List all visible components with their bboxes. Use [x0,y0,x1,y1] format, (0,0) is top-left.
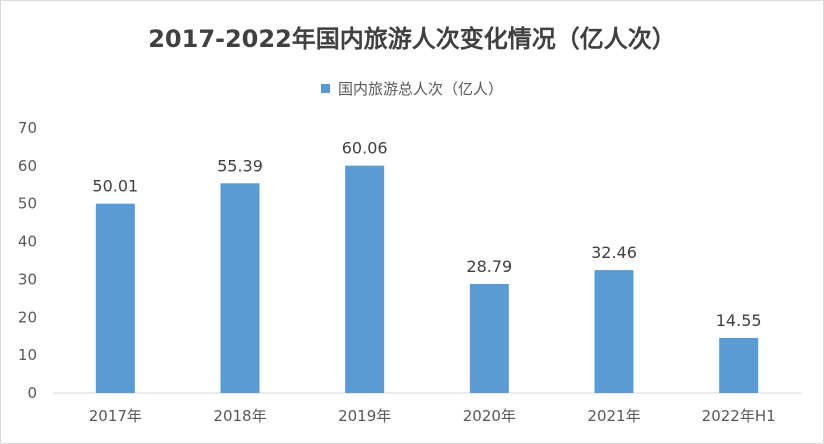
y-tick-label: 60 [18,157,37,175]
y-tick-label: 40 [18,233,37,251]
y-tick-label: 70 [18,119,37,137]
data-label: 55.39 [217,156,263,175]
bar [719,337,759,393]
y-tick-label: 50 [18,195,37,213]
x-tick-label: 2017年 [89,407,142,425]
data-label: 60.06 [342,139,388,158]
bar [95,203,135,393]
data-label: 50.01 [92,177,138,196]
y-tick-label: 30 [18,270,37,288]
x-tick-label: 2022年H1 [702,407,776,425]
y-tick-label: 20 [18,308,37,326]
bar [594,270,634,393]
data-label: 32.46 [591,243,637,262]
x-tick-label: 2018年 [213,407,266,425]
chart-title: 2017-2022年国内旅游人次变化情况（亿人次） [148,25,676,53]
legend-swatch [320,84,330,93]
x-tick-label: 2019年 [338,407,391,425]
data-label: 14.55 [716,311,762,330]
y-tick-label: 0 [27,384,37,402]
bar [220,183,260,393]
bar [469,284,509,393]
x-tick-label: 2021年 [587,407,640,425]
x-tick-label: 2020年 [463,407,516,425]
chart-legend: 国内旅游总人次（亿人） [1,78,823,99]
bar [345,165,385,393]
legend-label: 国内旅游总人次（亿人） [337,80,503,98]
y-tick-label: 10 [18,346,37,364]
data-label: 28.79 [466,257,512,276]
